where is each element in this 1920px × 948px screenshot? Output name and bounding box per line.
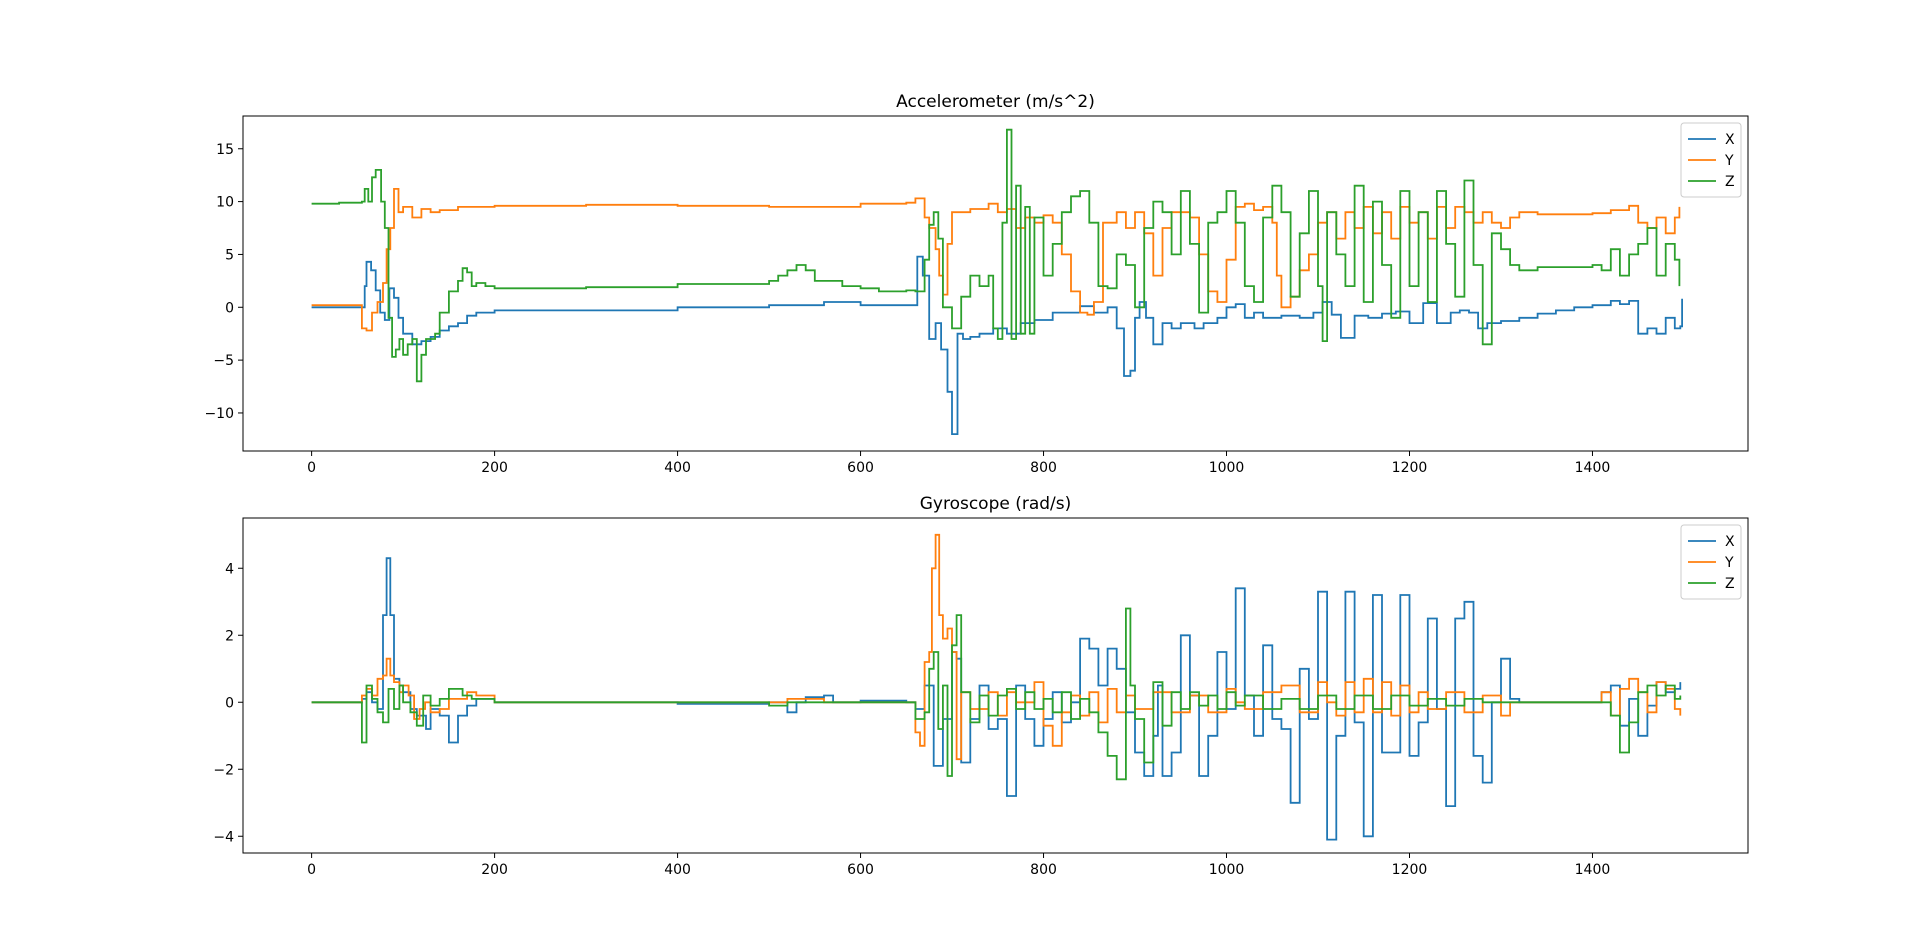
chart-title: Gyroscope (rad/s)	[920, 494, 1072, 514]
legend-label: Z	[1725, 576, 1735, 592]
y-tick-label: 0	[225, 695, 234, 711]
legend: XYZ	[1680, 524, 1742, 600]
series-line-z	[311, 607, 1682, 781]
plot-area	[311, 533, 1682, 841]
plot-area	[311, 128, 1683, 435]
x-tick-label: 200	[481, 460, 508, 476]
series-line-y	[311, 188, 1681, 332]
legend-label: Y	[1724, 555, 1734, 571]
gyroscope-chart: Gyroscope (rad/s) 0 200 400 600 800 1000 1200 14…	[213, 494, 1749, 878]
x-tick-label: 1200	[1392, 862, 1428, 878]
x-tick-label: 0	[307, 460, 316, 476]
x-tick-label: 1400	[1575, 862, 1611, 878]
x-tick-label: 400	[664, 862, 691, 878]
x-tick-label: 0	[307, 862, 316, 878]
legend-label: X	[1725, 132, 1735, 148]
legend-label: X	[1725, 534, 1735, 550]
y-tick-label: −5	[213, 353, 234, 369]
legend-label: Z	[1725, 174, 1735, 190]
x-tick-label: 200	[481, 862, 508, 878]
x-tick-label: 1200	[1392, 460, 1428, 476]
x-tick-label: 600	[847, 460, 874, 476]
x-tick-label: 400	[664, 460, 691, 476]
accelerometer-chart: Accelerometer (m/s^2) 0 200 400 600 800 1000 12…	[204, 92, 1749, 476]
chart-title: Accelerometer (m/s^2)	[896, 92, 1095, 112]
y-tick-label: −10	[204, 406, 234, 422]
legend: XYZ	[1680, 122, 1742, 198]
series-line-x	[311, 255, 1683, 435]
y-tick-label: −2	[213, 762, 234, 778]
x-tick-label: 600	[847, 862, 874, 878]
y-tick-label: 10	[216, 195, 234, 211]
y-tick-label: 0	[225, 300, 234, 316]
axes-frame	[242, 115, 1749, 452]
axes-frame	[242, 517, 1749, 854]
series-line-y	[311, 533, 1682, 761]
x-tick-label: 800	[1030, 862, 1057, 878]
y-tick-label: 15	[216, 142, 234, 158]
y-tick-label: 2	[225, 628, 234, 644]
y-tick-label: 5	[225, 247, 234, 263]
x-tick-label: 800	[1030, 460, 1057, 476]
y-tick-label: −4	[213, 829, 234, 845]
y-tick-label: 4	[225, 561, 234, 577]
x-tick-label: 1000	[1209, 862, 1245, 878]
series-line-z	[311, 128, 1681, 383]
legend-label: Y	[1724, 153, 1734, 169]
x-tick-label: 1000	[1209, 460, 1245, 476]
x-tick-label: 1400	[1575, 460, 1611, 476]
